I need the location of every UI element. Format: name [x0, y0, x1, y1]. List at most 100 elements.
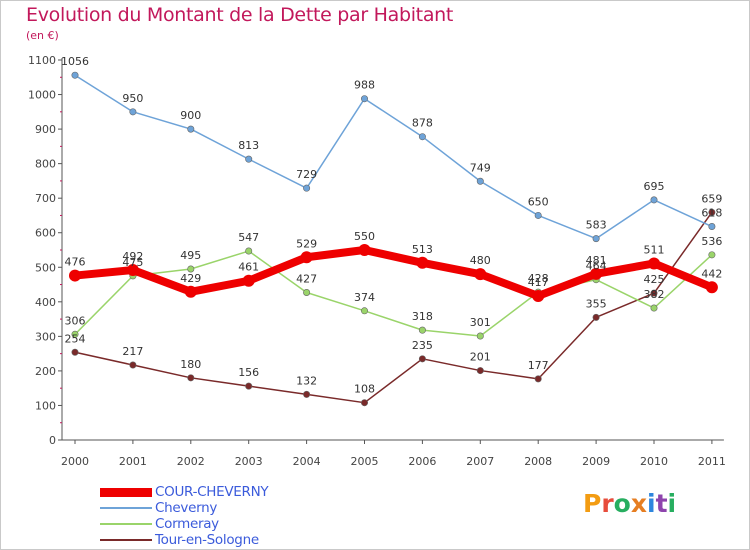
x-tick-label: 2006	[408, 455, 436, 468]
data-point	[245, 382, 253, 390]
y-tick-label: 600	[35, 227, 56, 240]
data-label: 481	[586, 254, 607, 267]
data-point	[358, 244, 371, 256]
data-point	[418, 133, 426, 141]
logo-letter: r	[601, 489, 614, 518]
data-label: 382	[644, 288, 665, 301]
data-label: 1056	[61, 55, 89, 68]
data-point	[300, 251, 313, 264]
y-tick-label: 0	[49, 434, 56, 447]
data-point	[126, 264, 139, 277]
data-label: 650	[528, 195, 549, 208]
data-label: 201	[470, 351, 491, 364]
x-tick-label: 2005	[351, 455, 379, 468]
logo-letter: o	[613, 489, 631, 518]
x-tick-label: 2010	[640, 455, 668, 468]
y-tick-label: 500	[35, 261, 56, 274]
data-label: 536	[701, 235, 722, 248]
data-label: 180	[180, 358, 201, 371]
data-label: 461	[238, 261, 259, 274]
legend-swatch	[100, 539, 152, 541]
y-tick-label: 100	[35, 399, 56, 412]
data-label: 729	[296, 168, 317, 181]
data-label: 217	[122, 345, 143, 358]
data-point	[648, 257, 660, 270]
y-tick-label: 800	[35, 158, 56, 171]
data-point	[184, 285, 197, 298]
legend-label: Cheverny	[155, 500, 218, 516]
data-point	[242, 274, 255, 287]
data-point	[129, 108, 137, 116]
data-point	[708, 251, 716, 259]
data-label: 513	[412, 243, 433, 256]
data-point	[708, 208, 716, 216]
data-label: 529	[296, 237, 317, 250]
logo-letter: i	[647, 489, 656, 518]
data-label: 813	[238, 139, 259, 152]
data-label: 583	[586, 219, 607, 232]
data-point	[71, 330, 79, 338]
legend-swatch	[100, 507, 152, 509]
logo-letter: i	[667, 489, 677, 518]
logo-letter: P	[583, 489, 602, 518]
data-label: 878	[412, 117, 433, 130]
data-label: 618	[701, 207, 722, 220]
chart-title: Evolution du Montant de la Dette par Hab…	[26, 4, 454, 26]
data-point	[650, 196, 658, 204]
data-point	[590, 267, 603, 280]
legend-swatch	[100, 523, 152, 525]
data-label: 492	[122, 250, 143, 263]
y-tick-label: 200	[35, 365, 56, 378]
data-point	[303, 390, 311, 398]
data-label: 495	[180, 249, 201, 262]
y-tick-label: 900	[35, 123, 56, 136]
data-point	[474, 268, 487, 281]
legend-label: COUR-CHEVERNY	[155, 484, 269, 500]
series-line-cheverny	[74, 74, 713, 240]
data-label: 749	[470, 161, 491, 174]
data-point	[592, 235, 600, 243]
data-label: 950	[122, 92, 143, 105]
y-tick-label: 1100	[28, 54, 56, 67]
data-label: 306	[65, 314, 86, 327]
legend-swatch	[100, 488, 152, 497]
data-point	[360, 399, 368, 407]
data-label: 480	[470, 254, 491, 267]
data-label: 177	[528, 359, 549, 372]
data-point	[476, 177, 484, 185]
data-point	[303, 288, 311, 296]
data-point	[476, 367, 484, 375]
data-point	[705, 281, 718, 294]
y-tick-label: 700	[35, 192, 56, 205]
data-point	[534, 375, 542, 383]
y-tick-label: 1000	[28, 89, 56, 102]
data-label: 417	[528, 276, 549, 289]
data-label: 429	[180, 272, 201, 285]
data-label: 108	[354, 383, 375, 396]
data-label: 425	[644, 273, 665, 286]
x-tick-label: 2001	[119, 455, 147, 468]
data-label: 550	[354, 230, 375, 243]
data-point	[71, 71, 79, 79]
data-point	[245, 155, 253, 163]
data-label: 659	[701, 192, 722, 205]
data-label: 132	[296, 374, 317, 387]
data-point	[416, 256, 429, 269]
data-point	[708, 223, 716, 231]
data-point	[71, 348, 79, 356]
series-line-cormeray	[74, 250, 713, 337]
data-point	[476, 332, 484, 340]
data-point	[418, 326, 426, 334]
data-point	[418, 355, 426, 363]
data-label: 547	[238, 231, 259, 244]
data-label: 476	[65, 256, 86, 269]
data-label: 900	[180, 109, 201, 122]
data-label: 988	[354, 79, 375, 92]
x-tick-label: 2007	[466, 455, 494, 468]
series-line-cour-cheverny	[71, 246, 716, 300]
data-point	[650, 289, 658, 297]
data-label: 442	[701, 267, 722, 280]
data-point	[187, 374, 195, 382]
